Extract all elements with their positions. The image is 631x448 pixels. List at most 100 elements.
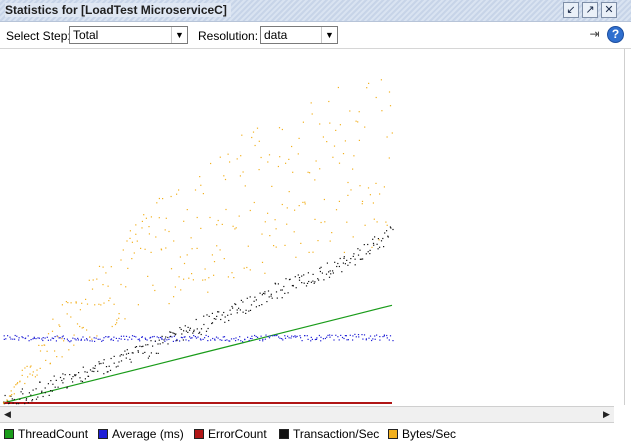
resolution-dropdown[interactable]: data ▼: [260, 26, 338, 44]
data-point-bytes-sec: [79, 309, 81, 311]
legend-swatch: [279, 429, 289, 439]
chevron-down-icon[interactable]: ▼: [171, 27, 187, 43]
help-icon[interactable]: ?: [607, 26, 624, 43]
data-point-bytes-sec: [204, 279, 206, 281]
data-point-transaction-sec: [105, 366, 108, 368]
data-point-average-ms: [75, 339, 77, 341]
data-point-transaction-sec: [319, 267, 321, 269]
data-point-transaction-sec: [294, 276, 296, 278]
data-point-average-ms: [144, 337, 146, 339]
data-point-transaction-sec: [283, 285, 285, 288]
data-point-bytes-sec: [372, 202, 374, 204]
select-step-dropdown[interactable]: Total ▼: [69, 26, 188, 44]
data-point-bytes-sec: [81, 327, 83, 329]
data-point-bytes-sec: [114, 323, 117, 326]
data-point-bytes-sec: [154, 289, 156, 292]
data-point-average-ms: [91, 340, 93, 342]
data-point-average-ms: [55, 340, 57, 342]
data-point-average-ms: [176, 338, 178, 341]
data-point-average-ms: [372, 338, 374, 340]
scroll-right-icon[interactable]: ▶: [603, 409, 610, 419]
data-point-transaction-sec: [84, 371, 86, 373]
data-point-transaction-sec: [37, 396, 39, 398]
data-point-bytes-sec: [21, 369, 23, 371]
data-point-bytes-sec: [178, 276, 180, 278]
data-point-bytes-sec: [73, 344, 75, 346]
data-point-transaction-sec: [373, 244, 375, 246]
horizontal-scrollbar[interactable]: ◀ ▶: [0, 406, 614, 423]
data-point-transaction-sec: [249, 296, 251, 298]
data-point-bytes-sec: [207, 291, 209, 293]
data-point-average-ms: [224, 339, 226, 341]
data-point-transaction-sec: [163, 339, 165, 341]
data-point-bytes-sec: [192, 279, 194, 281]
data-point-average-ms: [337, 336, 339, 338]
data-point-average-ms: [86, 339, 88, 341]
data-point-transaction-sec: [297, 274, 299, 276]
data-point-transaction-sec: [94, 365, 96, 367]
restore-icon[interactable]: ↗: [582, 2, 598, 18]
data-point-average-ms: [304, 335, 306, 337]
data-point-bytes-sec: [173, 240, 175, 242]
data-point-average-ms: [248, 339, 250, 342]
data-point-average-ms: [30, 339, 32, 341]
data-point-bytes-sec: [364, 126, 366, 128]
data-point-average-ms: [327, 334, 329, 336]
data-point-average-ms: [97, 338, 99, 340]
data-point-average-ms: [105, 336, 107, 338]
data-point-average-ms: [77, 337, 79, 339]
data-point-bytes-sec: [310, 102, 312, 104]
data-point-bytes-sec: [100, 304, 102, 306]
chevron-down-icon[interactable]: ▼: [321, 27, 337, 43]
data-point-average-ms: [262, 340, 264, 342]
data-point-transaction-sec: [192, 332, 194, 334]
data-point-transaction-sec: [189, 329, 191, 331]
data-point-transaction-sec: [196, 328, 198, 330]
pin-icon[interactable]: ↙: [563, 2, 579, 18]
data-point-average-ms: [118, 337, 120, 340]
data-point-transaction-sec: [359, 258, 361, 260]
close-icon[interactable]: ✕: [601, 2, 617, 18]
data-point-average-ms: [212, 337, 214, 340]
data-point-bytes-sec: [337, 86, 339, 89]
data-point-bytes-sec: [96, 278, 98, 280]
data-point-average-ms: [235, 337, 237, 339]
data-point-transaction-sec: [35, 388, 37, 390]
data-point-bytes-sec: [111, 325, 113, 328]
data-point-transaction-sec: [16, 403, 18, 405]
data-point-bytes-sec: [312, 251, 314, 253]
data-point-bytes-sec: [227, 153, 229, 155]
data-point-transaction-sec: [115, 366, 117, 368]
data-point-bytes-sec: [116, 322, 118, 324]
data-point-transaction-sec: [287, 292, 289, 294]
scroll-left-icon[interactable]: ◀: [4, 409, 11, 419]
data-point-average-ms: [50, 339, 52, 341]
data-point-transaction-sec: [266, 301, 268, 303]
data-point-transaction-sec: [267, 290, 270, 292]
data-point-bytes-sec: [131, 258, 133, 260]
data-point-transaction-sec: [79, 377, 81, 379]
data-point-transaction-sec: [144, 351, 146, 353]
data-point-transaction-sec: [27, 402, 29, 404]
data-point-average-ms: [193, 335, 195, 337]
data-point-average-ms: [268, 337, 271, 339]
data-point-transaction-sec: [24, 403, 26, 405]
exit-icon[interactable]: ⇥: [589, 27, 600, 41]
data-point-bytes-sec: [359, 185, 361, 187]
data-point-average-ms: [257, 336, 259, 338]
data-point-bytes-sec: [347, 194, 349, 196]
data-point-bytes-sec: [3, 403, 5, 405]
data-point-transaction-sec: [259, 292, 261, 294]
data-point-bytes-sec: [264, 221, 266, 223]
data-point-average-ms: [251, 338, 253, 340]
data-point-bytes-sec: [147, 275, 149, 277]
data-point-average-ms: [145, 338, 147, 340]
data-point-bytes-sec: [86, 303, 89, 305]
data-point-transaction-sec: [86, 371, 88, 373]
data-point-transaction-sec: [53, 375, 55, 377]
data-point-bytes-sec: [231, 272, 233, 274]
data-point-average-ms: [316, 337, 318, 339]
data-point-average-ms: [365, 339, 367, 341]
data-point-average-ms: [124, 338, 126, 340]
data-point-transaction-sec: [274, 282, 276, 284]
